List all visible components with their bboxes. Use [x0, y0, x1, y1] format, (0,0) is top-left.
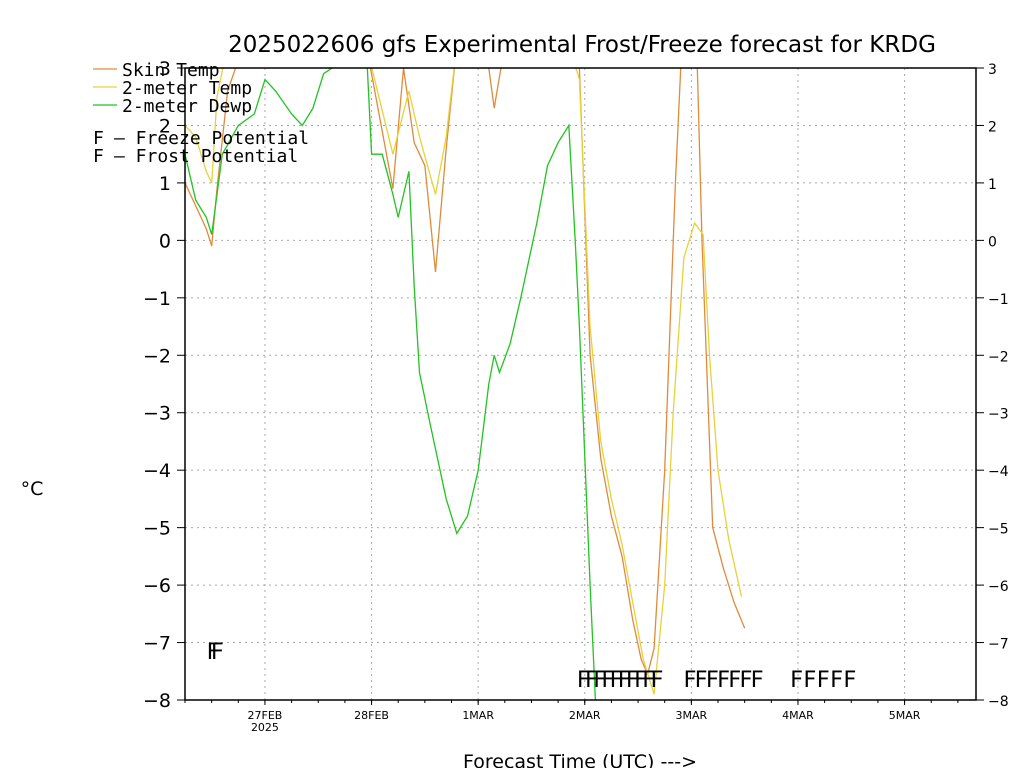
y-tick-label: 2 — [159, 115, 171, 137]
x-tick-label: 27FEB — [248, 709, 283, 722]
freeze-mark: F — [577, 668, 590, 693]
freeze-mark: F — [739, 668, 752, 693]
grid-lines — [185, 68, 976, 700]
y-tick-label-right: −2 — [988, 349, 1009, 365]
freeze-mark: F — [816, 668, 829, 693]
y-axis-right: 3 2 1 0 −1 −2 −3 −4 −5 −6 −7 −8 — [976, 62, 1009, 710]
legend-label: 2-meter Dewp — [122, 96, 252, 117]
x-tick-label: 28FEB — [354, 709, 389, 722]
freeze-mark: F — [790, 668, 803, 693]
legend-letter: F — [93, 146, 104, 167]
y-tick-label-right: −1 — [988, 292, 1009, 308]
y-tick-label: −7 — [143, 633, 171, 655]
y-tick-label-right: −5 — [988, 522, 1009, 538]
y-tick-label: −1 — [143, 288, 171, 310]
legend-label: – Frost Potential — [114, 146, 298, 167]
series-group — [185, 68, 746, 700]
frost-mark: F — [211, 640, 224, 665]
freeze-mark: F — [803, 668, 816, 693]
plot-frame — [184, 67, 977, 701]
freeze-mark: F — [717, 668, 730, 693]
y-tick-label-right: 1 — [988, 177, 997, 193]
y-tick-label-right: −6 — [988, 579, 1009, 595]
freeze-mark: F — [609, 668, 622, 693]
y-tick-label-right: −8 — [988, 694, 1009, 710]
series-2-meter-dewp — [185, 68, 597, 700]
y-tick-label-right: −3 — [988, 407, 1009, 423]
freeze-mark: F — [585, 668, 598, 693]
freeze-mark: F — [601, 668, 614, 693]
x-tick-label: 4MAR — [782, 709, 814, 722]
freeze-mark: F — [706, 668, 719, 693]
y-tick-label: −6 — [143, 575, 171, 597]
x-axis-label: Forecast Time (UTC) ---> — [463, 751, 697, 768]
legend-label: Skin Temp — [122, 60, 220, 81]
y-tick-label: −5 — [143, 518, 171, 540]
y-tick-label: −2 — [143, 345, 171, 367]
legend-label: – Freeze Potential — [114, 128, 309, 149]
freeze-mark: F — [694, 668, 707, 693]
y-tick-label-right: 3 — [988, 62, 997, 78]
freeze-mark: F — [683, 668, 696, 693]
freeze-mark: F — [593, 668, 606, 693]
legend-letter: F — [93, 128, 104, 149]
freeze-mark: F — [830, 668, 843, 693]
y-tick-label-right: −7 — [988, 637, 1009, 653]
y-axis-left: 3 2 1 0 −1 −2 −3 −4 −5 −6 −7 −8 — [143, 58, 185, 712]
y-tick-label-right: 2 — [988, 119, 997, 135]
freeze-mark: F — [750, 668, 763, 693]
x-tick-sublabel: 2025 — [251, 721, 279, 734]
series-2-meter-temp — [185, 68, 743, 695]
y-axis-label: °C — [21, 478, 44, 500]
freeze-mark: F — [728, 668, 741, 693]
y-tick-label: −3 — [143, 403, 171, 425]
freeze-mark: F — [642, 668, 655, 693]
freeze-mark: F — [617, 668, 630, 693]
freeze-mark: F — [634, 668, 647, 693]
y-tick-label-right: −4 — [988, 464, 1009, 480]
freeze-mark: F — [626, 668, 639, 693]
y-tick-label: 0 — [159, 230, 171, 252]
y-tick-label: 1 — [159, 173, 171, 195]
x-tick-label: 3MAR — [676, 709, 708, 722]
x-tick-label: 1MAR — [462, 709, 494, 722]
legend-label: 2-meter Temp — [122, 78, 252, 99]
y-tick-label: 3 — [159, 58, 171, 80]
y-tick-label: −4 — [143, 460, 171, 482]
frost-mark: F — [206, 640, 219, 665]
y-tick-label-right: 0 — [988, 234, 997, 250]
freeze-mark: F — [843, 668, 856, 693]
y-tick-label: −8 — [143, 690, 171, 712]
chart-title: 2025022606 gfs Experimental Frost/Freeze… — [228, 32, 936, 58]
freeze-mark: F — [650, 668, 663, 693]
x-tick-label: 2MAR — [569, 709, 601, 722]
x-tick-label: 5MAR — [889, 709, 921, 722]
